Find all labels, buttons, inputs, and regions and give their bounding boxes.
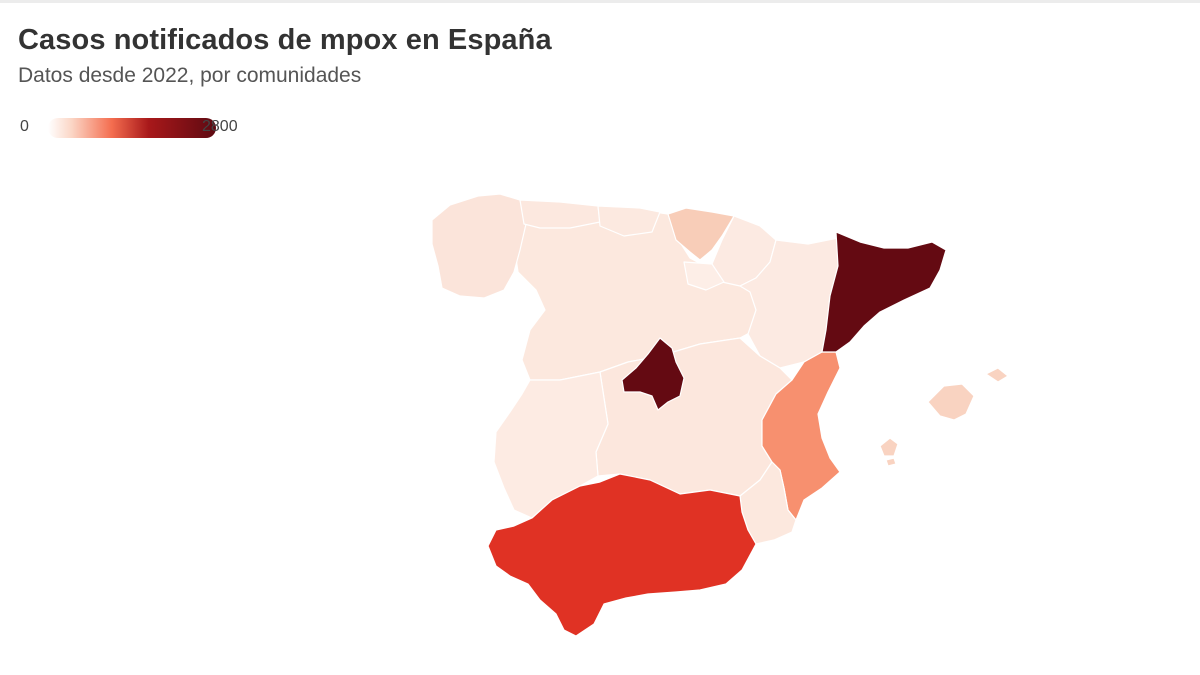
region-andalucia[interactable]	[487, 473, 757, 637]
region-asturias[interactable]	[519, 199, 601, 229]
legend-gradient-bar	[48, 118, 216, 138]
region-la-rioja[interactable]	[683, 261, 725, 291]
region-pais-vasco[interactable]	[667, 207, 735, 261]
region-galicia[interactable]	[431, 193, 527, 299]
chart-title: Casos notificados de mpox en España	[18, 24, 552, 56]
region-illes-balears-menorca[interactable]	[985, 367, 1009, 383]
top-divider	[0, 0, 1200, 3]
region-illes-balears-formentera[interactable]	[885, 457, 897, 467]
region-illes-balears-mallorca[interactable]	[927, 383, 975, 421]
region-cataluna[interactable]	[821, 231, 947, 353]
legend-min-label: 0	[20, 118, 29, 135]
region-cantabria[interactable]	[597, 205, 661, 237]
chart-subtitle: Datos desde 2022, por comunidades	[18, 64, 362, 87]
region-madrid[interactable]	[621, 337, 685, 411]
legend-max-label: 2800	[202, 118, 238, 135]
region-illes-balears-ibiza[interactable]	[879, 437, 899, 457]
